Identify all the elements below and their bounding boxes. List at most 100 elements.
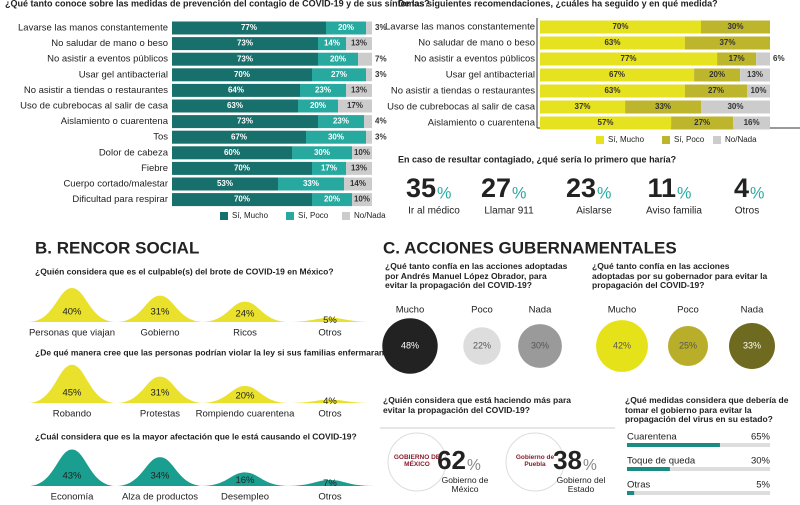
bar-segment <box>694 68 741 82</box>
value-label: 42% <box>613 340 631 350</box>
value-label: 60% <box>224 148 240 157</box>
bell <box>201 386 289 403</box>
figure-label: Aislarse <box>576 206 612 217</box>
value-label: 5% <box>323 315 337 326</box>
bar-segment <box>747 84 770 98</box>
legend-label: No/Nada <box>354 211 386 220</box>
value-label: 27% <box>331 70 347 79</box>
value-label: 13% <box>351 86 367 95</box>
bar-segment <box>366 21 372 35</box>
value-label: 20% <box>338 23 354 32</box>
value-label: 65% <box>751 432 771 443</box>
category-label: Dolor de cabeza <box>99 147 169 158</box>
bar-segment <box>352 146 372 160</box>
category-label: Nada <box>529 305 552 316</box>
value-label: 22% <box>473 340 491 350</box>
bar <box>627 491 635 495</box>
value-label: 30% <box>314 148 330 157</box>
value-label: 77% <box>621 54 637 63</box>
bar-segment <box>312 161 346 175</box>
legend-label: Sí, Poco <box>674 135 705 144</box>
value-label: 20% <box>709 70 725 79</box>
logo-text: Gobierno de Puebla <box>515 454 555 468</box>
category-label: No saludar de mano o beso <box>51 38 168 49</box>
value-label: 63% <box>227 101 243 110</box>
figure-value: 38 <box>553 445 582 475</box>
bar-segment <box>292 146 352 160</box>
value-label: 48% <box>401 340 419 350</box>
bar-segment <box>172 52 318 66</box>
bar-segment <box>346 37 372 51</box>
value-label: 37% <box>575 102 591 111</box>
value-label: 27% <box>708 86 724 95</box>
bar-segment <box>278 177 344 191</box>
legend-swatch <box>342 212 350 220</box>
category-label: Uso de cubrebocas al salir de casa <box>20 101 169 112</box>
value-label: 31% <box>150 307 170 318</box>
chart-title: De las siguientes recomendaciones, ¿cuál… <box>398 0 718 8</box>
bar-segment <box>172 177 278 191</box>
category-label: No asistir a tiendas o restaurantes <box>24 85 168 96</box>
value-label: 3% <box>375 132 387 141</box>
bar-segment <box>358 52 372 66</box>
bubble <box>729 323 775 369</box>
value-label: 40% <box>62 307 82 318</box>
value-label: 20% <box>310 101 326 110</box>
bar-segment <box>756 52 770 66</box>
value-label: 33% <box>743 340 761 350</box>
bar-segment <box>300 83 346 97</box>
figure-value: 11 <box>647 173 676 203</box>
bar-segment <box>717 52 757 66</box>
bar-segment <box>740 68 770 82</box>
bar-segment <box>540 84 685 98</box>
bar-segment <box>364 115 372 129</box>
value-label: 4% <box>375 117 387 126</box>
value-label: 16% <box>744 118 760 127</box>
value-label: 5% <box>756 480 770 491</box>
bell <box>28 449 116 486</box>
value-label: 43% <box>62 471 82 482</box>
chart-title: ¿De qué manera cree que las personas pod… <box>35 347 389 357</box>
figure-unit: % <box>597 184 611 202</box>
bar <box>627 467 670 471</box>
category-label: Mucho <box>608 305 637 316</box>
bar-segment <box>306 130 366 144</box>
value-label: 63% <box>604 38 620 47</box>
value-label: 34% <box>150 471 170 482</box>
legend-swatch <box>286 212 294 220</box>
bar-segment <box>172 115 318 129</box>
value-label: 57% <box>598 118 614 127</box>
bar-segment <box>346 83 372 97</box>
bar-segment <box>312 68 366 82</box>
value-label: 53% <box>217 179 233 188</box>
bar-track <box>627 467 770 471</box>
category-label: Otros <box>318 492 341 503</box>
value-label: 20% <box>324 195 340 204</box>
value-label: 64% <box>228 86 244 95</box>
bar-segment <box>540 20 701 34</box>
legend-label: Sí, Poco <box>298 211 329 220</box>
category-label: Protestas <box>140 409 180 420</box>
legend-swatch <box>596 136 604 144</box>
bell <box>116 376 204 403</box>
bar-segment <box>318 37 346 51</box>
bar-segment <box>352 193 372 207</box>
category-label: No saludar de mano o beso <box>418 38 535 49</box>
category-label: Fiebre <box>141 163 168 174</box>
category-label: Toque de queda <box>627 456 696 467</box>
bar-segment <box>344 177 372 191</box>
bar-segment <box>733 116 770 130</box>
category-label: Aislamiento o cuarentena <box>428 118 536 129</box>
figure-unit: % <box>677 184 691 202</box>
bell <box>201 472 289 486</box>
bubble <box>518 324 562 368</box>
value-label: 7% <box>323 478 337 489</box>
bar-segment <box>366 130 372 144</box>
figure-value: 27 <box>481 173 511 203</box>
bar-segment <box>540 36 685 50</box>
category-label: Personas que viajan <box>29 328 115 339</box>
chart-title: ¿Quién considera que es el culpable(s) d… <box>35 266 334 276</box>
bar-segment <box>318 115 364 129</box>
category-label: No asistir a tiendas o restaurantes <box>391 86 535 97</box>
bar-segment <box>540 52 718 66</box>
